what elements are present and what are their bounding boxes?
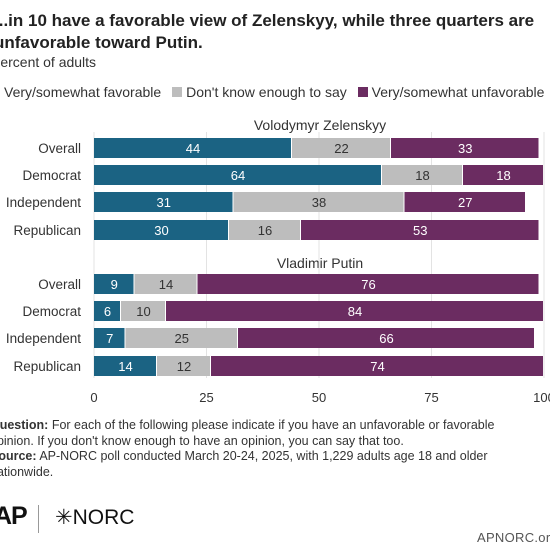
bar-zelenskyy-independent-dont-know <box>233 192 404 212</box>
value-label-zelenskyy-independent-unfavorable: 27 <box>458 195 472 210</box>
legend-label-unfavorable: Very/somewhat unfavorable <box>371 84 545 100</box>
value-label-zelenskyy-independent-dont-know: 38 <box>312 195 326 210</box>
norc-logo: ✳NORC <box>55 506 135 529</box>
legend-label-dont-know: Don't know enough to say <box>186 84 347 100</box>
bar-zelenskyy-democrat-unfavorable <box>463 165 543 185</box>
row-label-zelenskyy-republican: Republican <box>13 223 81 238</box>
value-label-putin-republican-favorable: 14 <box>118 359 132 374</box>
bar-zelenskyy-democrat-favorable <box>94 165 381 185</box>
bar-putin-independent-favorable <box>94 328 125 348</box>
row-label-putin-democrat: Democrat <box>22 304 81 319</box>
bar-putin-independent-dont-know <box>125 328 237 348</box>
bar-putin-republican-unfavorable <box>211 356 543 376</box>
bar-zelenskyy-democrat-dont-know <box>382 165 462 185</box>
source-label: Source: <box>0 449 37 463</box>
value-label-putin-democrat-dont-know: 10 <box>136 304 150 319</box>
website-link[interactable]: APNORC.org <box>476 530 550 545</box>
bar-zelenskyy-overall-unfavorable <box>391 138 539 158</box>
source-text: AP-NORC poll conducted March 20-24, 2025… <box>0 449 488 479</box>
value-label-zelenskyy-republican-dont-know: 16 <box>258 223 272 238</box>
legend-swatch-dont-know <box>172 87 183 97</box>
value-label-zelenskyy-overall-favorable: 44 <box>186 141 200 156</box>
question-label: Question: <box>0 418 49 432</box>
bar-putin-democrat-unfavorable <box>166 301 543 321</box>
x-tick-label-50: 50 <box>312 390 326 405</box>
row-label-putin-independent: Independent <box>6 331 81 346</box>
bar-putin-democrat-dont-know <box>121 301 165 321</box>
value-label-zelenskyy-overall-dont-know: 22 <box>334 141 348 156</box>
value-label-zelenskyy-independent-favorable: 31 <box>157 195 171 210</box>
row-label-zelenskyy-overall: Overall <box>38 141 81 156</box>
bar-putin-republican-dont-know <box>157 356 210 376</box>
value-label-putin-independent-dont-know: 25 <box>175 331 189 346</box>
value-label-putin-overall-dont-know: 14 <box>159 277 173 292</box>
group-title-putin: Vladimir Putin <box>276 255 364 271</box>
bar-zelenskyy-independent-unfavorable <box>404 192 525 212</box>
value-label-putin-republican-dont-know: 12 <box>177 359 191 374</box>
value-label-putin-democrat-unfavorable: 84 <box>348 304 362 319</box>
value-label-zelenskyy-democrat-dont-know: 18 <box>415 168 429 183</box>
question-note: Question: For each of the following plea… <box>0 418 538 449</box>
bar-putin-overall-favorable <box>94 274 134 294</box>
legend: Very/somewhat favorable Don't know enoug… <box>0 84 550 100</box>
value-label-putin-independent-unfavorable: 66 <box>379 331 393 346</box>
row-label-zelenskyy-independent: Independent <box>6 195 81 210</box>
bar-zelenskyy-republican-favorable <box>94 220 228 240</box>
legend-item-favorable: Very/somewhat favorable <box>0 84 161 100</box>
legend-swatch-unfavorable <box>357 87 368 97</box>
question-text: For each of the following please indicat… <box>0 418 495 448</box>
value-label-zelenskyy-overall-unfavorable: 33 <box>458 141 472 156</box>
bar-zelenskyy-republican-dont-know <box>229 220 300 240</box>
bar-zelenskyy-republican-unfavorable <box>301 220 539 240</box>
value-label-putin-democrat-favorable: 6 <box>104 304 111 319</box>
bar-putin-democrat-favorable <box>94 301 120 321</box>
value-label-zelenskyy-republican-unfavorable: 53 <box>413 223 427 238</box>
value-label-putin-overall-favorable: 9 <box>111 277 118 292</box>
row-label-zelenskyy-democrat: Democrat <box>22 168 81 183</box>
group-title-zelenskyy: Volodymyr Zelenskyy <box>253 117 387 133</box>
x-tick-label-25: 25 <box>199 390 213 405</box>
row-label-putin-overall: Overall <box>38 277 81 292</box>
ap-logo: AP <box>0 502 28 530</box>
x-tick-label-0: 0 <box>90 390 97 405</box>
value-label-zelenskyy-democrat-favorable: 64 <box>231 168 245 183</box>
value-label-putin-overall-unfavorable: 76 <box>361 277 375 292</box>
chart-subtitle: Percent of adults <box>0 54 97 70</box>
legend-label-favorable: Very/somewhat favorable <box>4 84 162 100</box>
logo-divider <box>38 505 39 533</box>
legend-item-dont-know: Don't know enough to say <box>172 84 347 100</box>
row-label-putin-republican: Republican <box>13 359 81 374</box>
bar-putin-independent-unfavorable <box>238 328 534 348</box>
bar-putin-overall-unfavorable <box>197 274 539 294</box>
x-tick-label-100: 100 <box>533 390 550 405</box>
source-note: Source: AP-NORC poll conducted March 20-… <box>0 449 538 480</box>
bar-zelenskyy-overall-favorable <box>94 138 291 158</box>
value-label-zelenskyy-republican-favorable: 30 <box>154 223 168 238</box>
value-label-zelenskyy-democrat-unfavorable: 18 <box>496 168 510 183</box>
bar-putin-republican-favorable <box>94 356 156 376</box>
chart-title: ...in 10 have a favorable view of Zelens… <box>0 11 535 52</box>
value-label-putin-republican-unfavorable: 74 <box>370 359 384 374</box>
value-label-putin-independent-favorable: 7 <box>106 331 113 346</box>
bar-zelenskyy-independent-favorable <box>94 192 233 212</box>
bar-zelenskyy-overall-dont-know <box>292 138 390 158</box>
chart-notes: Question: For each of the following plea… <box>0 418 538 480</box>
x-tick-label-75: 75 <box>424 390 438 405</box>
bar-putin-overall-dont-know <box>134 274 197 294</box>
legend-item-unfavorable: Very/somewhat unfavorable <box>357 84 545 100</box>
